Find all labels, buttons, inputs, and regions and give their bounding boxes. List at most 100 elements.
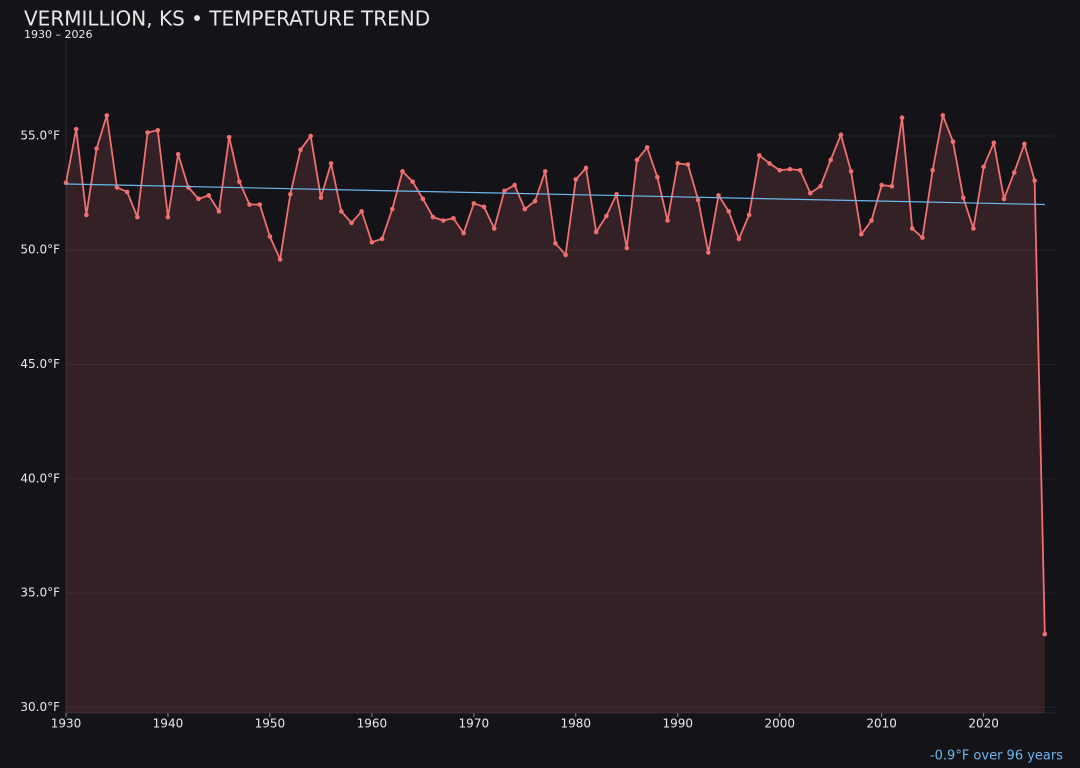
data-point	[328, 161, 334, 166]
data-point	[491, 226, 497, 231]
data-point	[869, 218, 874, 223]
data-point	[542, 169, 548, 174]
data-point	[104, 113, 110, 118]
data-point	[777, 167, 783, 173]
data-point	[267, 234, 273, 239]
data-point	[553, 241, 558, 246]
data-point	[1022, 141, 1027, 147]
data-point	[655, 174, 660, 180]
data-point	[1011, 170, 1017, 175]
data-point	[787, 166, 793, 172]
x-tick-label: 1980	[561, 717, 592, 731]
data-point	[807, 190, 813, 196]
data-point	[838, 132, 844, 138]
data-point	[909, 226, 915, 231]
data-point	[563, 252, 568, 258]
x-tick-label: 1950	[255, 717, 286, 731]
data-point	[175, 151, 181, 157]
data-point	[420, 196, 426, 202]
data-point	[624, 245, 630, 251]
data-point	[981, 164, 986, 170]
x-tick-label: 1960	[357, 717, 388, 731]
data-point	[920, 235, 925, 240]
data-point	[889, 183, 895, 189]
data-point	[73, 126, 79, 132]
data-point	[338, 209, 344, 214]
data-point	[440, 218, 446, 223]
data-point	[298, 147, 303, 152]
trend-line	[65, 183, 1045, 206]
data-point	[430, 214, 436, 220]
area-fill	[66, 115, 1045, 713]
data-point	[532, 198, 538, 204]
data-point	[512, 182, 517, 188]
data-point	[695, 197, 701, 203]
x-tick-label: 1990	[662, 717, 693, 731]
data-point	[410, 179, 415, 184]
x-tick-label: 1940	[153, 717, 184, 731]
data-point	[960, 195, 966, 200]
data-point	[1032, 178, 1037, 183]
y-tick-label: 50.0°F	[20, 243, 60, 257]
data-point	[481, 204, 487, 210]
data-point	[930, 167, 935, 173]
data-point	[634, 157, 640, 163]
chart-title: VERMILLION, KS • TEMPERATURE TREND	[24, 7, 430, 31]
data-point	[389, 206, 395, 212]
data-point	[767, 161, 772, 166]
data-point	[216, 209, 222, 214]
data-point	[1001, 196, 1007, 202]
data-point	[502, 188, 507, 194]
data-point	[226, 134, 232, 140]
y-tick-label: 40.0°F	[20, 471, 60, 485]
data-point	[124, 189, 130, 195]
data-point	[155, 127, 161, 133]
data-point	[451, 215, 456, 221]
data-point	[400, 169, 405, 174]
data-point	[247, 202, 252, 207]
data-point	[165, 214, 171, 220]
x-tick-label: 2010	[866, 717, 897, 731]
data-point	[848, 169, 854, 174]
data-point	[950, 139, 956, 144]
y-tick-label: 30.0°F	[20, 700, 60, 714]
data-point	[114, 185, 120, 190]
data-point	[471, 201, 477, 206]
data-point	[726, 209, 732, 214]
data-point	[359, 209, 364, 214]
chart-subtitle: 1930 – 2026	[24, 28, 92, 41]
data-point	[349, 220, 354, 226]
x-tick-label: 1930	[51, 717, 82, 731]
data-point	[461, 230, 466, 236]
y-tick-label: 55.0°F	[20, 128, 60, 142]
data-point	[828, 157, 833, 163]
data-point	[206, 193, 212, 198]
y-tick-label: 35.0°F	[20, 586, 60, 600]
data-point	[940, 113, 946, 118]
data-point	[971, 226, 976, 231]
trend-annotation: -0.9°F over 96 years	[930, 749, 1063, 764]
data-point	[573, 177, 579, 182]
data-point	[257, 202, 263, 207]
data-point	[288, 191, 293, 197]
data-point	[675, 161, 681, 166]
data-point	[379, 236, 385, 242]
data-point	[583, 165, 589, 171]
data-point	[899, 115, 905, 120]
data-point	[369, 239, 375, 245]
data-point	[593, 229, 599, 235]
data-point	[736, 236, 742, 242]
data-point	[196, 196, 201, 202]
data-point	[145, 130, 150, 135]
data-point	[94, 146, 99, 151]
data-point	[237, 179, 242, 184]
data-point	[1042, 631, 1048, 637]
data-point	[308, 133, 314, 139]
data-point	[706, 250, 711, 255]
y-tick-label: 45.0°F	[20, 357, 60, 371]
x-tick-label: 1970	[459, 717, 490, 731]
data-point	[746, 212, 752, 218]
data-point	[522, 206, 528, 212]
